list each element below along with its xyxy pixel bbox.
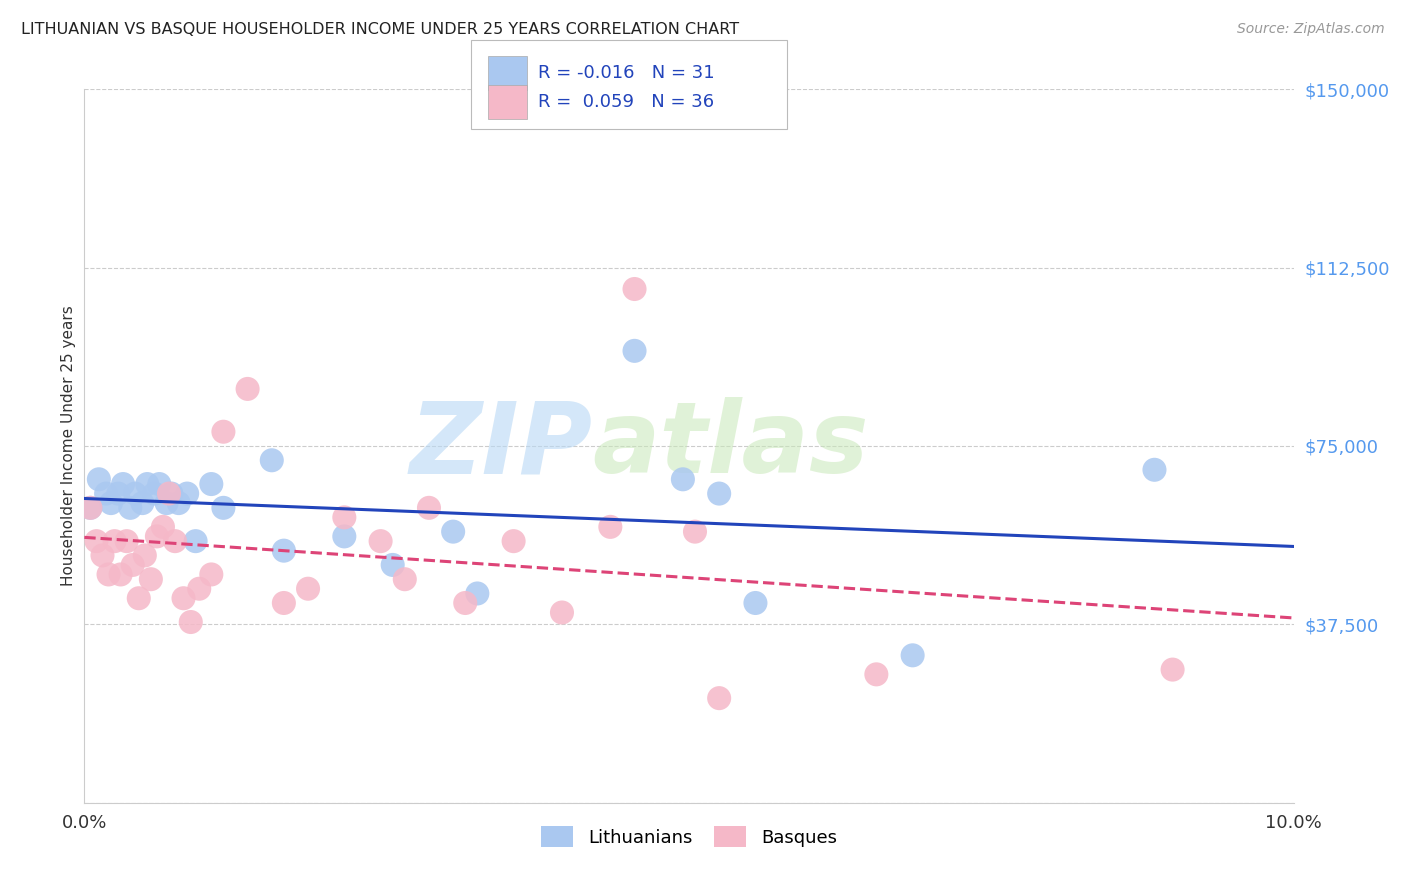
- Point: [467, 586, 489, 600]
- Point: [131, 496, 153, 510]
- Point: [100, 496, 122, 510]
- Point: [184, 534, 207, 549]
- Point: [1143, 463, 1166, 477]
- Point: [418, 500, 440, 515]
- Point: [155, 496, 177, 510]
- Text: ZIP: ZIP: [409, 398, 592, 494]
- Point: [115, 534, 138, 549]
- Text: R = -0.016   N = 31: R = -0.016 N = 31: [538, 64, 716, 82]
- Point: [167, 496, 190, 510]
- Point: [152, 520, 174, 534]
- Point: [260, 453, 283, 467]
- Point: [394, 572, 416, 586]
- Point: [121, 558, 143, 572]
- Text: atlas: atlas: [592, 398, 869, 494]
- Text: Source: ZipAtlas.com: Source: ZipAtlas.com: [1237, 22, 1385, 37]
- Point: [148, 477, 170, 491]
- Point: [744, 596, 766, 610]
- Point: [86, 534, 108, 549]
- Point: [146, 529, 169, 543]
- Point: [79, 500, 101, 515]
- Point: [212, 500, 235, 515]
- Point: [87, 472, 110, 486]
- Point: [160, 486, 183, 500]
- Point: [502, 534, 524, 549]
- Point: [709, 486, 731, 500]
- Point: [273, 596, 295, 610]
- Point: [865, 667, 887, 681]
- Point: [672, 472, 695, 486]
- Point: [709, 691, 731, 706]
- Point: [97, 567, 120, 582]
- Point: [200, 477, 222, 491]
- Point: [188, 582, 211, 596]
- Point: [104, 534, 127, 549]
- Point: [157, 486, 180, 500]
- Point: [94, 486, 117, 500]
- Point: [143, 486, 166, 500]
- Point: [176, 486, 198, 500]
- Point: [551, 606, 574, 620]
- Point: [128, 591, 150, 606]
- Point: [180, 615, 202, 629]
- Point: [381, 558, 404, 572]
- Point: [120, 500, 142, 515]
- Point: [124, 486, 146, 500]
- Legend: Lithuanians, Basques: Lithuanians, Basques: [534, 819, 844, 855]
- Text: R =  0.059   N = 36: R = 0.059 N = 36: [538, 93, 714, 111]
- Point: [173, 591, 195, 606]
- Point: [623, 343, 645, 358]
- Point: [212, 425, 235, 439]
- Point: [236, 382, 259, 396]
- Point: [79, 500, 101, 515]
- Point: [333, 529, 356, 543]
- Point: [136, 477, 159, 491]
- Point: [333, 510, 356, 524]
- Point: [200, 567, 222, 582]
- Point: [1161, 663, 1184, 677]
- Point: [110, 567, 132, 582]
- Point: [107, 486, 129, 500]
- Point: [112, 477, 135, 491]
- Point: [134, 549, 156, 563]
- Point: [273, 543, 295, 558]
- Point: [683, 524, 706, 539]
- Point: [441, 524, 464, 539]
- Point: [623, 282, 645, 296]
- Point: [599, 520, 621, 534]
- Point: [454, 596, 477, 610]
- Point: [297, 582, 319, 596]
- Y-axis label: Householder Income Under 25 years: Householder Income Under 25 years: [60, 306, 76, 586]
- Point: [139, 572, 162, 586]
- Point: [370, 534, 392, 549]
- Point: [91, 549, 114, 563]
- Text: LITHUANIAN VS BASQUE HOUSEHOLDER INCOME UNDER 25 YEARS CORRELATION CHART: LITHUANIAN VS BASQUE HOUSEHOLDER INCOME …: [21, 22, 740, 37]
- Point: [165, 534, 187, 549]
- Point: [901, 648, 924, 663]
